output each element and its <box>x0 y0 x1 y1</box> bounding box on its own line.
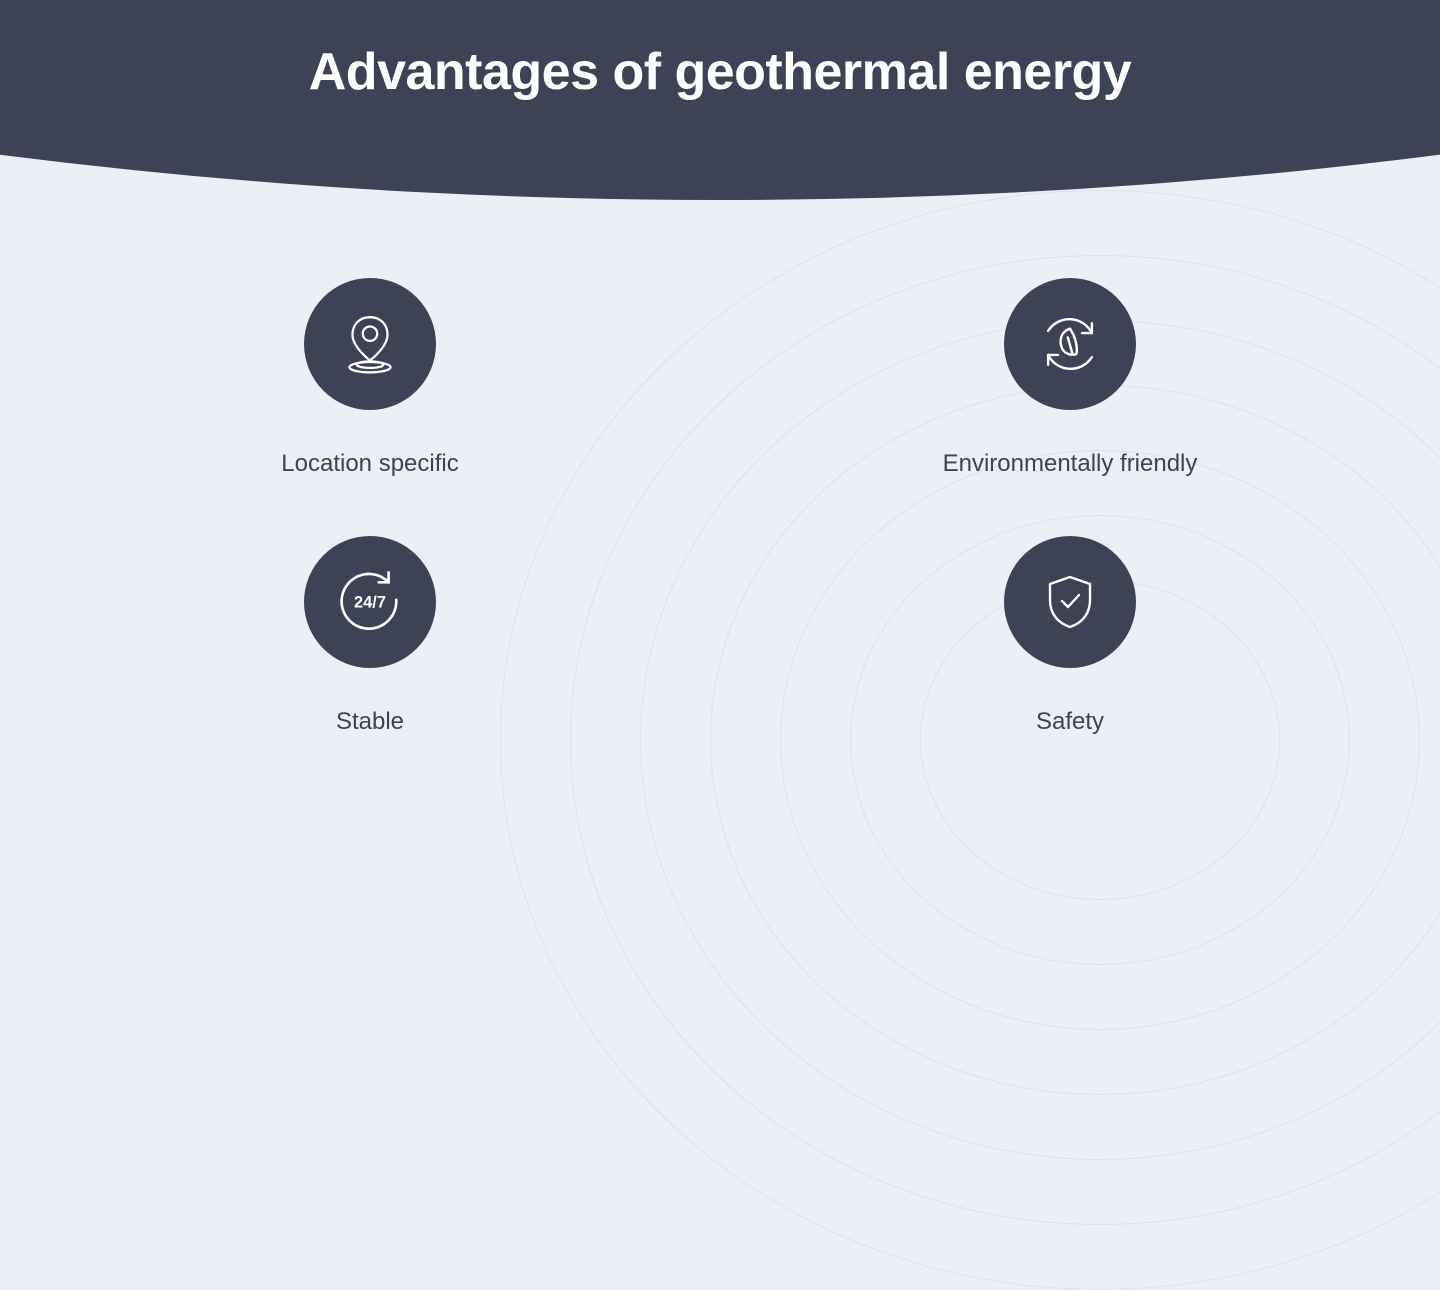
svg-text:24/7: 24/7 <box>354 593 386 611</box>
advantage-card: Safety <box>940 536 1200 736</box>
location-pin-icon <box>304 278 436 410</box>
advantage-card: Environmentally friendly <box>940 278 1200 478</box>
grid-row: Location specific Environmentally friend… <box>0 278 1440 478</box>
eco-cycle-icon <box>1004 278 1136 410</box>
grid-row: 24/7 Stable Safety <box>0 536 1440 736</box>
clock-247-icon: 24/7 <box>304 536 436 668</box>
advantages-grid: Location specific Environmentally friend… <box>0 278 1440 736</box>
advantage-label: Location specific <box>281 450 458 478</box>
page-title: Advantages of geothermal energy <box>0 42 1440 102</box>
advantage-label: Safety <box>1036 708 1104 736</box>
advantage-label: Environmentally friendly <box>943 450 1198 478</box>
shield-check-icon <box>1004 536 1136 668</box>
advantage-card: 24/7 Stable <box>240 536 500 736</box>
advantage-card: Location specific <box>240 278 500 478</box>
advantage-label: Stable <box>336 708 404 736</box>
